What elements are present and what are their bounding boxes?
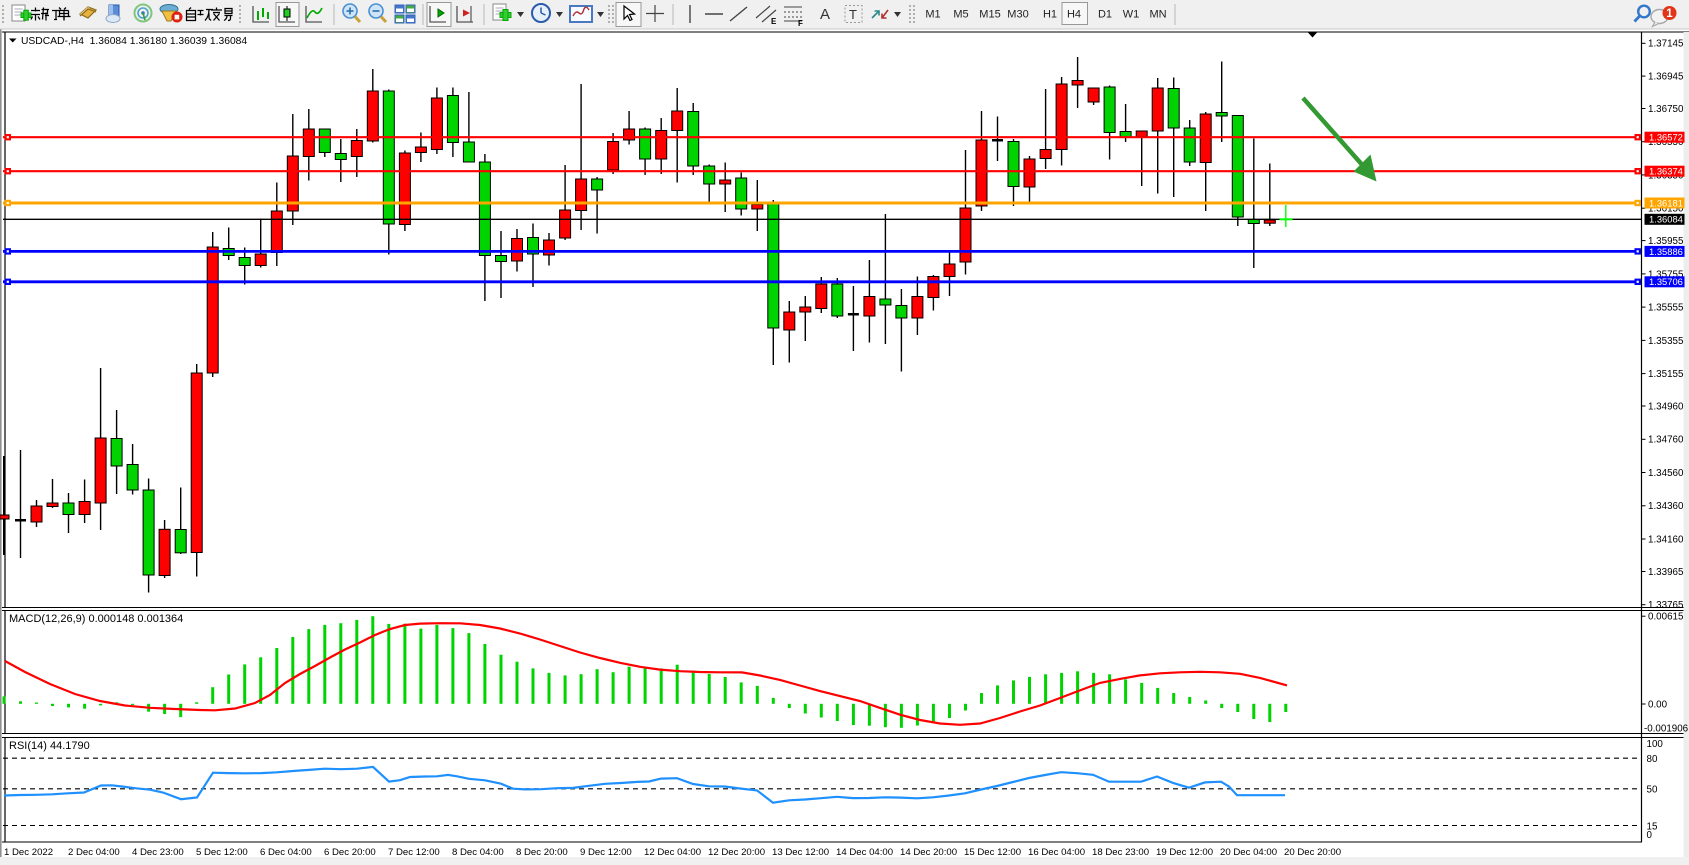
svg-text:1.33765: 1.33765 xyxy=(1648,600,1684,611)
svg-text:W1: W1 xyxy=(1123,9,1140,21)
svg-text:0.00615: 0.00615 xyxy=(1648,612,1684,623)
svg-text:1.36181: 1.36181 xyxy=(1649,197,1683,208)
svg-text:1.35706: 1.35706 xyxy=(1649,276,1683,287)
svg-text:18 Dec 23:00: 18 Dec 23:00 xyxy=(1092,847,1149,858)
svg-text:USDCAD-,H4 1.36084 1.36180 1.: USDCAD-,H4 1.36084 1.36180 1.36039 1.360… xyxy=(21,36,247,47)
svg-text:19 Dec 12:00: 19 Dec 12:00 xyxy=(1156,847,1213,858)
svg-text:14 Dec 04:00: 14 Dec 04:00 xyxy=(836,847,893,858)
svg-text:1.35886: 1.35886 xyxy=(1649,246,1683,257)
svg-text:1.36945: 1.36945 xyxy=(1648,72,1684,83)
svg-text:T: T xyxy=(849,7,857,22)
svg-text:50: 50 xyxy=(1647,784,1658,795)
svg-text:F: F xyxy=(798,19,803,28)
svg-text:15 Dec 12:00: 15 Dec 12:00 xyxy=(964,847,1021,858)
svg-text:1.33965: 1.33965 xyxy=(1648,567,1684,578)
svg-text:M15: M15 xyxy=(979,9,1000,21)
svg-text:H1: H1 xyxy=(1043,9,1057,21)
svg-text:6 Dec 04:00: 6 Dec 04:00 xyxy=(260,847,312,858)
svg-text:1.34960: 1.34960 xyxy=(1648,401,1684,412)
svg-text:1 Dec 2022: 1 Dec 2022 xyxy=(4,847,53,858)
svg-text:14 Dec 20:00: 14 Dec 20:00 xyxy=(900,847,957,858)
svg-text:D1: D1 xyxy=(1098,9,1112,21)
svg-text:1: 1 xyxy=(1666,8,1673,20)
svg-text:15: 15 xyxy=(1647,821,1658,832)
svg-text:1.36374: 1.36374 xyxy=(1649,166,1683,177)
svg-text:1.36084: 1.36084 xyxy=(1649,214,1683,225)
svg-text:A: A xyxy=(820,6,830,23)
svg-text:1.34560: 1.34560 xyxy=(1648,468,1684,479)
svg-text:5 Dec 12:00: 5 Dec 12:00 xyxy=(196,847,248,858)
svg-text:7 Dec 12:00: 7 Dec 12:00 xyxy=(388,847,440,858)
svg-text:12 Dec 20:00: 12 Dec 20:00 xyxy=(708,847,765,858)
svg-text:1.36572: 1.36572 xyxy=(1649,132,1683,143)
svg-text:4 Dec 23:00: 4 Dec 23:00 xyxy=(132,847,184,858)
svg-text:6 Dec 20:00: 6 Dec 20:00 xyxy=(324,847,376,858)
svg-text:20 Dec 20:00: 20 Dec 20:00 xyxy=(1284,847,1341,858)
svg-text:8 Dec 04:00: 8 Dec 04:00 xyxy=(452,847,504,858)
svg-text:0.00: 0.00 xyxy=(1648,699,1668,710)
svg-text:8 Dec 20:00: 8 Dec 20:00 xyxy=(516,847,568,858)
svg-text:1.35155: 1.35155 xyxy=(1648,369,1684,380)
svg-text:E: E xyxy=(771,17,777,26)
svg-text:M5: M5 xyxy=(953,9,968,21)
svg-text:M30: M30 xyxy=(1007,9,1028,21)
svg-text:1.34760: 1.34760 xyxy=(1648,435,1684,446)
svg-text:M1: M1 xyxy=(925,9,940,21)
svg-text:RSI(14) 44.1790: RSI(14) 44.1790 xyxy=(9,740,90,752)
svg-text:9 Dec 12:00: 9 Dec 12:00 xyxy=(580,847,632,858)
svg-text:-0.001906: -0.001906 xyxy=(1644,723,1689,734)
svg-text:1.35955: 1.35955 xyxy=(1648,236,1684,247)
svg-text:H4: H4 xyxy=(1067,9,1081,21)
svg-text:1.37145: 1.37145 xyxy=(1648,39,1684,50)
svg-text:2 Dec 04:00: 2 Dec 04:00 xyxy=(68,847,120,858)
svg-text:12 Dec 04:00: 12 Dec 04:00 xyxy=(644,847,701,858)
svg-text:MN: MN xyxy=(1149,9,1166,21)
svg-text:1.34160: 1.34160 xyxy=(1648,534,1684,545)
svg-text:1.36750: 1.36750 xyxy=(1648,104,1684,115)
svg-text:1.35755: 1.35755 xyxy=(1648,269,1684,280)
svg-text:16 Dec 04:00: 16 Dec 04:00 xyxy=(1028,847,1085,858)
svg-text:1.35355: 1.35355 xyxy=(1648,336,1684,347)
svg-text:80: 80 xyxy=(1647,754,1658,765)
svg-text:20 Dec 04:00: 20 Dec 04:00 xyxy=(1220,847,1277,858)
svg-text:0: 0 xyxy=(1647,830,1653,841)
svg-text:1.34360: 1.34360 xyxy=(1648,501,1684,512)
svg-text:MACD(12,26,9) 0.000148 0.00136: MACD(12,26,9) 0.000148 0.001364 xyxy=(9,613,183,625)
svg-text:13 Dec 12:00: 13 Dec 12:00 xyxy=(772,847,829,858)
svg-text:1.36150: 1.36150 xyxy=(1648,204,1684,215)
svg-text:1.35555: 1.35555 xyxy=(1648,303,1684,314)
svg-text:100: 100 xyxy=(1647,739,1664,750)
